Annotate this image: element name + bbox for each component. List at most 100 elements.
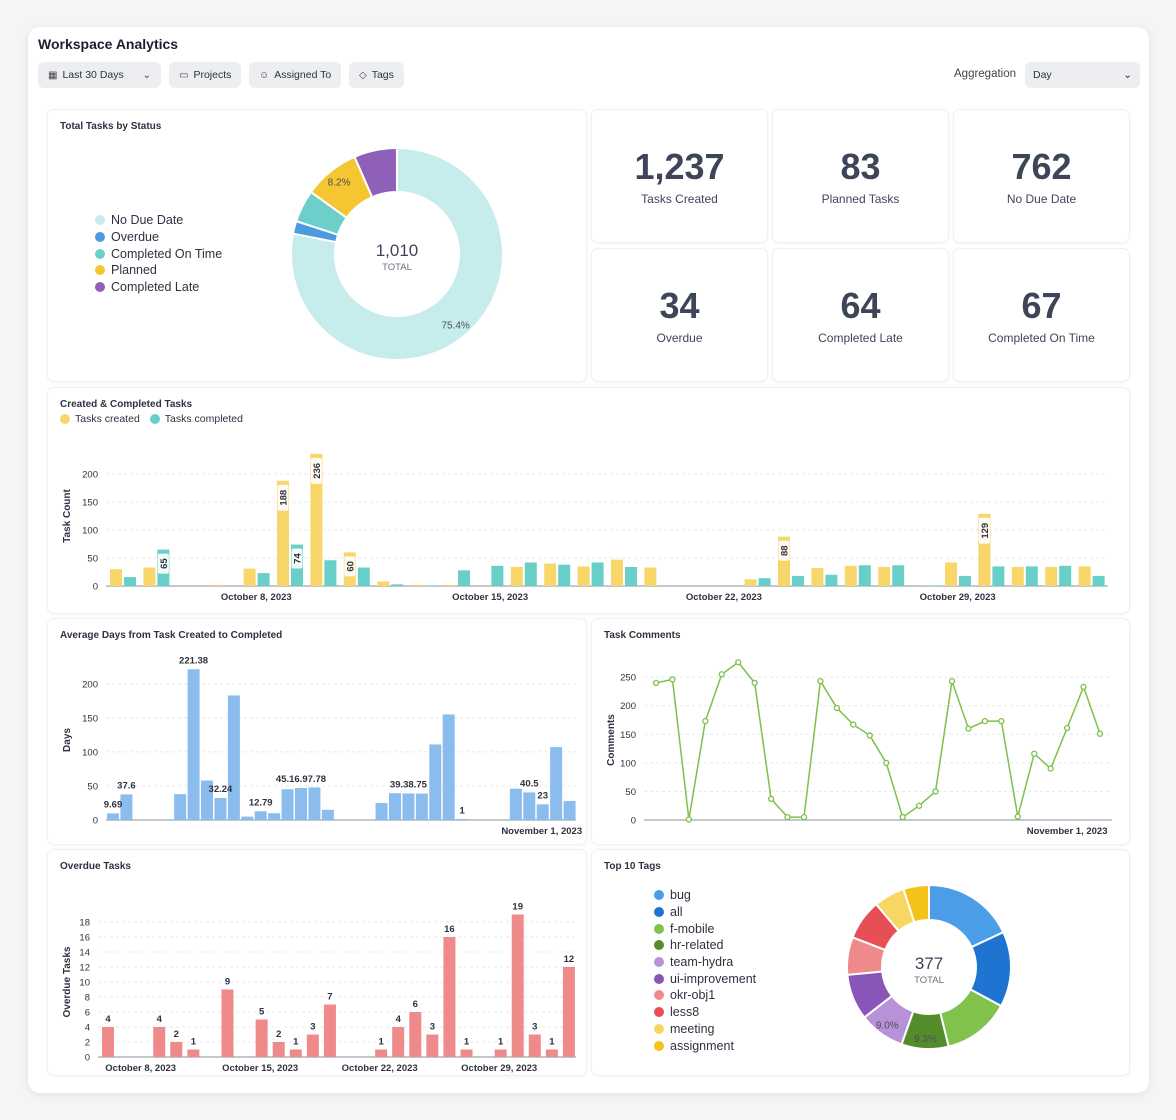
- legend-item[interactable]: team-hydra: [654, 954, 756, 971]
- legend-label: all: [670, 905, 683, 920]
- bar: [511, 914, 524, 1057]
- stat-value: 67: [1021, 285, 1062, 326]
- page-title: Workspace Analytics: [38, 36, 179, 52]
- legend-item[interactable]: bug: [654, 887, 756, 904]
- bar: [442, 714, 455, 820]
- legend-item[interactable]: f-mobile: [654, 920, 756, 937]
- bar: [268, 813, 281, 820]
- bar: [424, 585, 437, 586]
- stat-value: 1,237: [634, 146, 725, 187]
- bar: [591, 562, 604, 586]
- bar: [187, 1049, 200, 1057]
- legend-item[interactable]: Tasks completed: [149, 413, 243, 425]
- data-point: [833, 704, 841, 712]
- bar-value-label: 1: [293, 1037, 299, 1048]
- legend-swatch: [654, 1007, 664, 1018]
- legend-item[interactable]: hr-related: [654, 937, 756, 954]
- legend-item[interactable]: less8: [654, 1004, 756, 1021]
- legend-item[interactable]: assignment: [654, 1037, 756, 1054]
- status-legend: No Due Date Overdue Completed On Time Pl…: [95, 212, 222, 295]
- legend-item[interactable]: Overdue: [95, 229, 222, 246]
- tags-filter[interactable]: ◇ Tags: [349, 62, 404, 88]
- bar-value-label: 1: [464, 1037, 470, 1048]
- bar-value-label: 4: [157, 1014, 163, 1025]
- legend-item[interactable]: Completed On Time: [95, 245, 222, 262]
- legend-item[interactable]: ui-improvement: [654, 970, 756, 987]
- assigned-to-filter[interactable]: ☺ Assigned To: [249, 62, 342, 88]
- bar: [577, 566, 590, 586]
- x-tick-label: October 29, 2023: [461, 1063, 537, 1074]
- bar-value-label: 7: [327, 992, 332, 1003]
- legend-swatch: [95, 282, 105, 293]
- legend-label: okr-obj1: [670, 988, 716, 1003]
- bar: [426, 1034, 439, 1057]
- legend-item[interactable]: Completed Late: [95, 279, 222, 296]
- assigned-to-label: Assigned To: [274, 69, 332, 81]
- y-tick-label: 12: [79, 963, 90, 974]
- chevron-down-icon: ⌄: [142, 69, 151, 81]
- bar-value-label: 4: [105, 1014, 111, 1025]
- legend-swatch: [95, 265, 105, 276]
- bar: [825, 574, 838, 586]
- legend-swatch: [654, 940, 664, 951]
- bar-value-label: 37.6: [117, 780, 136, 791]
- legend-item[interactable]: all: [654, 904, 756, 921]
- data-point: [883, 759, 890, 767]
- donut-slice: [353, 146, 398, 199]
- legend-label: Overdue: [111, 230, 159, 245]
- x-tick-label: October 15, 2023: [222, 1063, 298, 1074]
- bar-value-label: 45.16.97.78: [276, 774, 326, 785]
- legend-label: Tasks created: [75, 413, 140, 425]
- stat-card-planned: 83 Planned Tasks: [773, 110, 948, 242]
- y-tick-label: 2: [85, 1038, 90, 1049]
- bar: [443, 937, 456, 1057]
- bar-value-label: 40.5: [520, 778, 539, 789]
- y-tick-label: 200: [82, 470, 98, 481]
- bar: [375, 1049, 388, 1057]
- bar: [255, 1019, 268, 1057]
- bar: [509, 788, 522, 820]
- legend-item[interactable]: Tasks created: [60, 413, 140, 425]
- donut-total-value: 1,010: [376, 241, 419, 260]
- bar: [120, 794, 133, 820]
- legend-label: f-mobile: [670, 921, 715, 936]
- card-title: Total Tasks by Status: [60, 121, 162, 132]
- bar-value-label: 9.69: [104, 799, 123, 810]
- bar: [758, 578, 771, 586]
- legend-item[interactable]: Planned: [95, 262, 222, 279]
- bar: [544, 563, 557, 586]
- bar: [143, 567, 156, 586]
- bar-value-label: 60: [345, 561, 356, 572]
- legend-label: meeting: [670, 1021, 715, 1036]
- bar: [243, 568, 256, 586]
- bar-label-bg: [277, 484, 289, 511]
- legend-swatch: [654, 990, 664, 1001]
- data-point: [981, 717, 989, 725]
- bar: [524, 562, 537, 586]
- x-tick-label: November 1, 2023: [1027, 826, 1108, 837]
- y-tick-label: 16: [79, 933, 90, 944]
- bar-label-bg: [310, 457, 322, 484]
- bar-value-label: 16: [444, 924, 455, 935]
- legend-item[interactable]: No Due Date: [95, 212, 222, 229]
- bar: [1045, 566, 1058, 586]
- bar: [545, 1049, 558, 1057]
- bar: [460, 1049, 473, 1057]
- x-tick-label: October 29, 2023: [920, 592, 996, 603]
- data-point: [998, 717, 1005, 725]
- legend-item[interactable]: meeting: [654, 1021, 756, 1038]
- stat-value: 34: [659, 285, 700, 326]
- legend-swatch: [95, 248, 105, 259]
- y-tick-label: 0: [93, 582, 98, 593]
- aggregation-select[interactable]: Day ⌄: [1025, 62, 1140, 88]
- stat-card-completed-late: 64 Completed Late: [773, 249, 948, 381]
- created-completed-legend: Tasks created Tasks completed: [60, 413, 243, 425]
- bar: [295, 788, 307, 820]
- bar-value-label: 19: [512, 902, 523, 913]
- bar-value-label: 188: [279, 490, 290, 506]
- legend-item[interactable]: okr-obj1: [654, 987, 756, 1004]
- projects-filter[interactable]: ▭ Projects: [169, 62, 242, 88]
- date-range-filter[interactable]: ▦ Last 30 Days ⌄: [38, 62, 161, 88]
- legend-label: Tasks completed: [164, 413, 243, 425]
- bar-value-label: 9: [225, 977, 230, 988]
